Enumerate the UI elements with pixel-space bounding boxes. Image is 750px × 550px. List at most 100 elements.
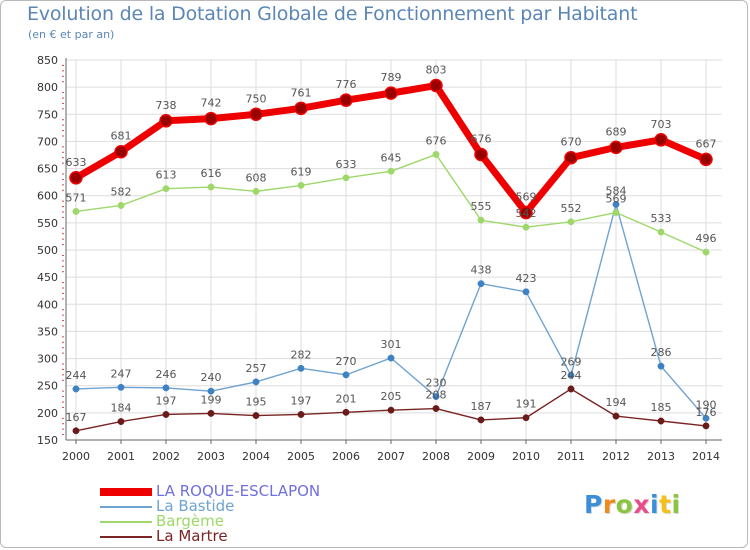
x-tick-label-2003: 2003 bbox=[197, 450, 225, 463]
data-label-la-bastide-2004: 257 bbox=[246, 362, 267, 375]
data-label-bargeme-2002: 613 bbox=[156, 169, 177, 182]
x-tick-label-2002: 2002 bbox=[152, 450, 180, 463]
data-label-la-roque-esclapon-2010: 569 bbox=[516, 191, 537, 204]
point-la-bastide-2006 bbox=[342, 371, 350, 379]
y-tick-label-200: 200 bbox=[37, 407, 58, 420]
data-label-la-martre-2014: 176 bbox=[696, 406, 717, 419]
data-label-la-roque-esclapon-2006: 776 bbox=[336, 78, 357, 91]
point-la-bastide-2001 bbox=[117, 383, 125, 391]
y-tick-label-550: 550 bbox=[37, 217, 58, 230]
point-bargeme-2002 bbox=[162, 185, 170, 193]
point-la-bastide-2009 bbox=[477, 280, 485, 288]
data-label-bargeme-2011: 552 bbox=[561, 202, 582, 215]
point-la-martre-2002 bbox=[162, 411, 170, 418]
y-tick-label-600: 600 bbox=[37, 190, 58, 203]
data-label-la-bastide-2014: 190 bbox=[696, 398, 717, 411]
y-tick-label-150: 150 bbox=[37, 434, 58, 447]
data-label-la-roque-esclapon-2009: 676 bbox=[471, 132, 492, 145]
data-label-la-bastide-2002: 246 bbox=[156, 368, 177, 381]
point-la-martre-2010 bbox=[522, 414, 530, 422]
data-label-la-martre-2009: 187 bbox=[471, 400, 492, 413]
data-label-la-roque-esclapon-2014: 667 bbox=[696, 137, 717, 150]
data-label-bargeme-2006: 633 bbox=[336, 158, 357, 171]
point-bargeme-2013 bbox=[657, 228, 665, 236]
y-tick-label-250: 250 bbox=[37, 380, 58, 393]
point-la-bastide-2004 bbox=[252, 378, 260, 386]
data-label-la-roque-esclapon-2008: 803 bbox=[426, 64, 447, 77]
point-bargeme-2008 bbox=[432, 151, 440, 158]
data-label-la-martre-2010: 191 bbox=[516, 398, 537, 411]
data-label-la-martre-2001: 184 bbox=[111, 402, 132, 415]
x-tick-label-2005: 2005 bbox=[287, 450, 315, 463]
data-label-la-bastide-2013: 286 bbox=[651, 346, 672, 359]
legend-label-la-martre: La Martre bbox=[156, 527, 228, 545]
data-label-la-roque-esclapon-2001: 681 bbox=[111, 130, 132, 143]
data-label-la-martre-2007: 205 bbox=[381, 390, 402, 403]
point-bargeme-2004 bbox=[252, 187, 260, 195]
data-label-la-bastide-2000: 244 bbox=[66, 369, 87, 382]
data-label-la-martre-2006: 201 bbox=[336, 392, 357, 405]
point-la-bastide-2011 bbox=[567, 371, 575, 379]
point-bargeme-2011 bbox=[567, 218, 575, 226]
y-tick-label-500: 500 bbox=[37, 244, 58, 257]
data-label-la-bastide-2011: 269 bbox=[561, 355, 582, 368]
legend-label-bargeme: Bargème bbox=[156, 512, 224, 530]
point-la-bastide-2014 bbox=[702, 414, 710, 422]
point-la-bastide-2012 bbox=[612, 200, 620, 208]
x-tick-label-2014: 2014 bbox=[692, 450, 720, 463]
data-label-bargeme-2000: 571 bbox=[66, 191, 87, 204]
data-label-la-bastide-2009: 438 bbox=[471, 264, 492, 277]
point-la-bastide-2003 bbox=[207, 387, 215, 395]
y-tick-label-300: 300 bbox=[37, 353, 58, 366]
data-label-la-roque-esclapon-2012: 689 bbox=[606, 125, 627, 138]
point-bargeme-2005 bbox=[297, 181, 305, 189]
point-la-roque-esclapon-2000 bbox=[69, 171, 83, 185]
data-label-la-roque-esclapon-2002: 738 bbox=[156, 99, 177, 112]
y-tick-label-750: 750 bbox=[37, 108, 58, 121]
legend-swatch-la-roque-esclapon bbox=[100, 488, 152, 496]
x-tick-label-2000: 2000 bbox=[62, 450, 90, 463]
y-tick-label-800: 800 bbox=[37, 81, 58, 94]
data-label-la-bastide-2001: 247 bbox=[111, 367, 132, 380]
data-label-la-martre-2000: 167 bbox=[66, 411, 87, 424]
x-tick-label-2008: 2008 bbox=[422, 450, 450, 463]
x-tick-label-2004: 2004 bbox=[242, 450, 270, 463]
point-la-martre-2001 bbox=[117, 418, 125, 425]
point-bargeme-2010 bbox=[522, 223, 530, 231]
data-label-bargeme-2001: 582 bbox=[111, 185, 132, 198]
point-la-roque-esclapon-2010 bbox=[519, 205, 533, 220]
point-la-martre-2003 bbox=[207, 409, 215, 417]
chart-title: Evolution de la Dotation Globale de Fonc… bbox=[27, 3, 638, 25]
point-la-roque-esclapon-2014 bbox=[699, 152, 713, 167]
data-label-la-martre-2012: 194 bbox=[606, 396, 627, 409]
data-label-bargeme-2012: 569 bbox=[606, 193, 627, 206]
point-la-roque-esclapon-2012 bbox=[609, 140, 623, 155]
point-la-martre-2007 bbox=[387, 406, 395, 414]
data-label-la-bastide-2012: 584 bbox=[606, 184, 627, 197]
point-la-bastide-2008 bbox=[432, 393, 440, 401]
data-label-la-bastide-2008: 230 bbox=[426, 377, 447, 390]
data-label-bargeme-2005: 619 bbox=[291, 165, 312, 178]
y-tick-label-850: 850 bbox=[37, 54, 58, 67]
point-la-roque-esclapon-2002 bbox=[159, 114, 173, 128]
data-label-la-roque-esclapon-2004: 750 bbox=[246, 92, 267, 105]
point-bargeme-2009 bbox=[477, 216, 485, 224]
data-label-la-roque-esclapon-2005: 761 bbox=[291, 86, 312, 99]
point-la-martre-2004 bbox=[252, 412, 260, 420]
x-tick-label-2007: 2007 bbox=[377, 450, 405, 463]
point-la-martre-2014 bbox=[702, 422, 710, 430]
point-la-bastide-2010 bbox=[522, 288, 530, 296]
point-la-roque-esclapon-2004 bbox=[249, 107, 263, 122]
data-label-bargeme-2008: 676 bbox=[426, 134, 447, 147]
data-label-la-roque-esclapon-2013: 703 bbox=[651, 118, 672, 131]
y-tick-label-350: 350 bbox=[37, 325, 58, 338]
data-label-bargeme-2007: 645 bbox=[381, 151, 402, 164]
point-la-roque-esclapon-2013 bbox=[654, 133, 668, 147]
point-la-martre-2008 bbox=[432, 405, 440, 412]
point-la-bastide-2000 bbox=[72, 385, 80, 393]
point-la-roque-esclapon-2007 bbox=[384, 86, 398, 100]
point-la-roque-esclapon-2009 bbox=[474, 147, 488, 162]
x-tick-label-2001: 2001 bbox=[107, 450, 135, 463]
